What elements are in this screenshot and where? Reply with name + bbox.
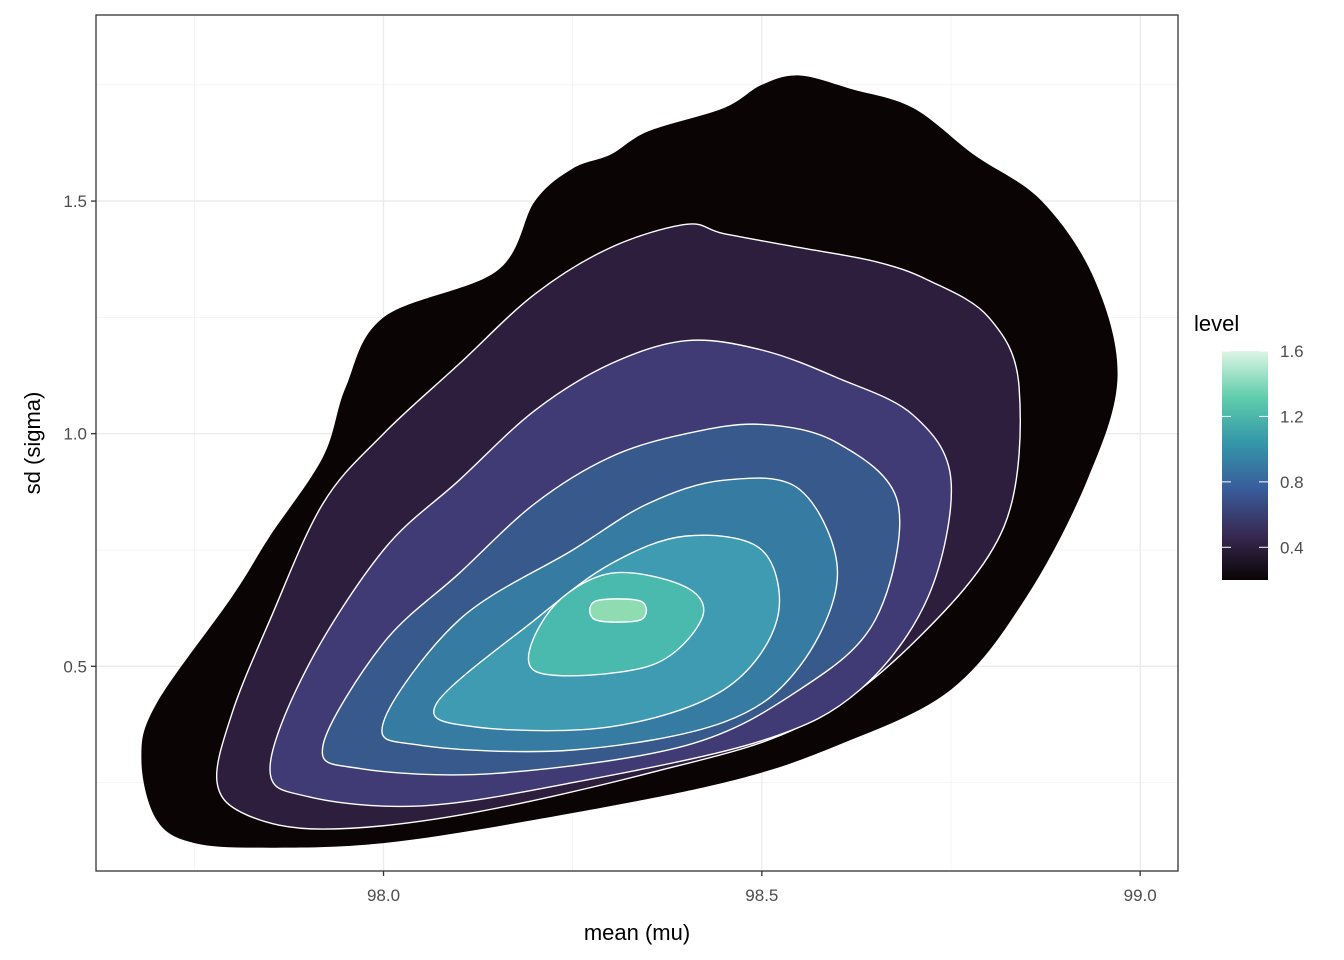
legend-tick-label: 1.6 bbox=[1280, 342, 1304, 361]
legend-colorbar bbox=[1222, 351, 1268, 580]
x-tick-label: 98.5 bbox=[745, 886, 778, 905]
plot-border bbox=[95, 14, 1179, 872]
y-tick-label: 1.0 bbox=[63, 425, 87, 444]
x-tick-label: 98.0 bbox=[367, 886, 400, 905]
legend-tick-label: 0.8 bbox=[1280, 473, 1304, 492]
density-contours bbox=[141, 75, 1118, 848]
contour-level-1-6 bbox=[589, 598, 648, 623]
y-tick-label: 1.5 bbox=[63, 192, 87, 211]
legend-tick-label: 0.4 bbox=[1280, 538, 1304, 557]
y-axis: 0.5 1.0 1.5 bbox=[63, 192, 96, 676]
x-axis: 98.0 98.5 99.0 bbox=[367, 871, 1157, 905]
legend-tick-label: 1.2 bbox=[1280, 407, 1304, 426]
contour-level-1-4 bbox=[528, 571, 705, 677]
y-tick-label: 0.5 bbox=[63, 657, 87, 676]
y-axis-title: sd (sigma) bbox=[20, 392, 45, 495]
legend: level 0.4 0.8 1.2 1.6 bbox=[1194, 311, 1304, 580]
legend-ticks: 0.4 0.8 1.2 1.6 bbox=[1222, 342, 1304, 557]
x-axis-title: mean (mu) bbox=[584, 920, 690, 945]
x-tick-label: 99.0 bbox=[1124, 886, 1157, 905]
legend-title: level bbox=[1194, 311, 1239, 336]
